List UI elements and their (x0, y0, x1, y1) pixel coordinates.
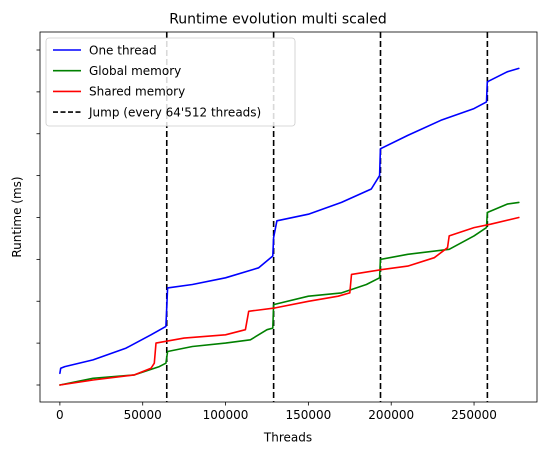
legend-label: One thread (89, 43, 157, 57)
x-tick-label: 0 (56, 408, 64, 422)
x-tick-label: 200000 (368, 408, 414, 422)
chart-title: Runtime evolution multi scaled (169, 12, 387, 28)
series-line-global-memory (59, 201, 520, 386)
legend-label: Jump (every 64'512 threads) (88, 105, 261, 119)
x-tick-label: 150000 (285, 408, 331, 422)
legend-label: Global memory (89, 64, 181, 78)
x-tick-label: 250000 (451, 408, 497, 422)
x-tick-label: 100000 (203, 408, 249, 422)
x-axis-label: Threads (263, 431, 312, 445)
legend-label: Shared memory (89, 85, 185, 99)
plot-area (59, 32, 520, 402)
x-tick-label: 50000 (124, 408, 162, 422)
legend-box (45, 37, 296, 127)
series-line-shared-memory (59, 216, 520, 386)
plot-frame (39, 31, 538, 403)
legend: One thread Global memory Shared memory Jump… (45, 37, 296, 127)
series-line-one-thread (59, 67, 520, 375)
y-axis-ticks (36, 49, 40, 386)
y-axis-label: Runtime (ms) (10, 176, 24, 257)
x-axis-ticks: 0 50000 100000 150000 200000 250000 (56, 402, 497, 422)
